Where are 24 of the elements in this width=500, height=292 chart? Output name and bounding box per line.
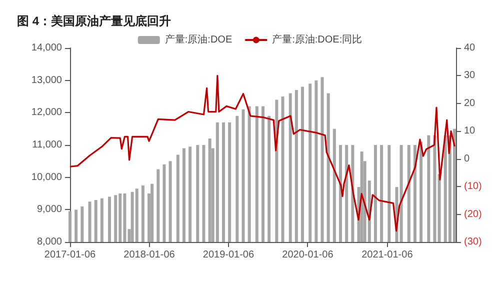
y2-tick-label: (20) <box>464 208 482 220</box>
y2-tick-label: 40 <box>464 42 476 54</box>
y2-tick-label: (10) <box>464 181 482 192</box>
line-series <box>69 74 456 232</box>
y2-tick-label: (30) <box>464 236 482 248</box>
y-tick-label: 14,000 <box>31 42 62 54</box>
y-tick-label: 12,000 <box>31 107 62 118</box>
x-tick-label: 2019-01-06 <box>202 250 254 260</box>
chart-title: 图 4：美国原油产量见底回升 <box>17 14 172 28</box>
x-tick-label: 2018-01-06 <box>124 250 176 260</box>
y-tick-label: 13,000 <box>31 74 62 86</box>
y2-tick-label: 10 <box>464 126 476 137</box>
y-tick-label: 11,000 <box>32 140 62 150</box>
y2-tick-label: 30 <box>464 70 476 82</box>
y2-tick-label: 20 <box>464 98 476 109</box>
legend-label: 产量:原油:DOE:同比 <box>272 34 362 46</box>
y-tick-label: 10,000 <box>31 172 62 183</box>
y-tick-label: 8,000 <box>36 236 62 248</box>
x-tick-label: 2017-01-06 <box>44 250 96 260</box>
x-tick-label: 2020-01-06 <box>282 250 334 260</box>
y2-tick-label: 0 <box>464 153 470 164</box>
y-tick-label: 9,000 <box>36 204 62 216</box>
x-tick-label: 2021-01-06 <box>362 250 414 260</box>
legend-label: 产量:原油:DOE <box>164 34 232 46</box>
